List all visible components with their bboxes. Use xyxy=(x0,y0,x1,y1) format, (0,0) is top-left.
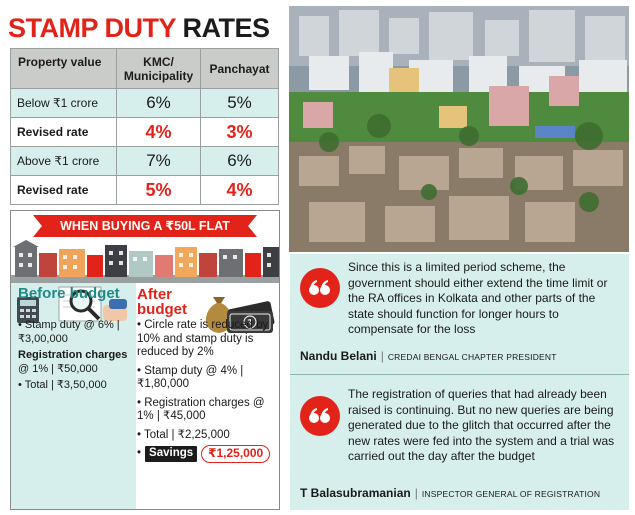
panchayat-rate: 5% xyxy=(200,88,279,118)
quote-author-name: T Balasubramanian xyxy=(300,486,411,500)
after-circle-rate: • Circle rate is reduced by 10% and stam… xyxy=(137,319,269,358)
after-budget-title: After budget xyxy=(137,286,187,318)
quote-author-name: Nandu Belani xyxy=(300,349,377,363)
flat-purchase-panel: WHEN BUYING A ₹50L FLAT xyxy=(10,210,280,510)
magnifier-icon xyxy=(58,286,127,322)
quote-icon xyxy=(300,268,340,308)
quote-author-role: INSPECTOR GENERAL OF REGISTRATION xyxy=(421,489,601,499)
before-budget-list: • Stamp duty @ 6% | ₹3,00,000 Registrati… xyxy=(18,319,134,396)
after-registration: • Registration charges @ 1% | ₹45,000 xyxy=(137,396,265,423)
flat-banner: WHEN BUYING A ₹50L FLAT xyxy=(33,215,257,237)
col-header-panchayat: Panchayat xyxy=(200,48,279,89)
kmc-rate: 5% xyxy=(116,175,201,205)
row-label: Revised rate xyxy=(10,117,117,147)
before-registration-value: @ 1% | ₹50,000 xyxy=(18,362,98,375)
panchayat-rate: 3% xyxy=(200,117,279,147)
quote-divider xyxy=(290,374,629,375)
kmc-rate: 7% xyxy=(116,146,201,176)
col-header-kmc: KMC/ Municipality xyxy=(116,48,201,89)
savings-label: Savings xyxy=(145,446,198,462)
col-header-property-value: Property value xyxy=(10,48,117,89)
before-registration: Registration charges @ 1% | ₹50,000 xyxy=(18,349,134,376)
table-header-row: Property value KMC/ Municipality Panchay… xyxy=(10,48,279,89)
table-row: Revised rate 4% 3% xyxy=(10,117,279,147)
panchayat-rate: 4% xyxy=(200,175,279,205)
city-photo xyxy=(289,6,629,252)
quote-byline-1: Nandu Belani | CREDAI BENGAL CHAPTER PRESI… xyxy=(300,349,557,363)
title-part-2: RATES xyxy=(182,13,271,43)
before-registration-head: Registration charges xyxy=(18,349,128,361)
stamp-duty-table: Property value KMC/ Municipality Panchay… xyxy=(10,48,279,205)
quote-text-1: Since this is a limited period scheme, t… xyxy=(348,260,608,336)
before-stamp-duty: • Stamp duty @ 6% | ₹3,00,000 xyxy=(18,319,120,345)
table-row: Below ₹1 crore 6% 5% xyxy=(10,88,279,118)
savings-amount: ₹1,25,000 xyxy=(201,445,271,463)
savings-row: • Savings ₹1,25,000 xyxy=(137,445,277,463)
row-label: Below ₹1 crore xyxy=(10,88,117,118)
banknote-icon: ₹ xyxy=(227,301,275,333)
table-row: Revised rate 5% 4% xyxy=(10,175,279,205)
after-budget-list: • Circle rate is reduced by 10% and stam… xyxy=(137,319,277,463)
quote-byline-2: T Balasubramanian | INSPECTOR GENERAL OF R… xyxy=(300,486,601,500)
money-bag-icon: ₹ xyxy=(206,297,275,333)
before-budget-title: Before budget xyxy=(18,285,120,302)
row-label: Above ₹1 crore xyxy=(10,146,117,176)
table-row: Above ₹1 crore 7% 6% xyxy=(10,146,279,176)
buildings-illustration xyxy=(11,240,279,283)
title-part-1: STAMP DUTY xyxy=(8,13,176,43)
after-total: • Total | ₹2,25,000 xyxy=(137,428,230,441)
rates-title: STAMP DUTY RATES xyxy=(8,10,278,46)
kmc-rate: 6% xyxy=(116,88,201,118)
quote-icon xyxy=(300,396,340,436)
calculator-icon xyxy=(17,297,39,323)
panchayat-rate: 6% xyxy=(200,146,279,176)
row-label: Revised rate xyxy=(10,175,117,205)
after-stamp-duty: • Stamp duty @ 4% | ₹1,80,000 xyxy=(137,364,244,391)
kmc-rate: 4% xyxy=(116,117,201,147)
quote-author-role: CREDAI BENGAL CHAPTER PRESIDENT xyxy=(387,352,557,362)
svg-text:₹: ₹ xyxy=(247,319,253,329)
quote-text-2: The registration of queries that had alr… xyxy=(348,387,615,463)
quotes-panel: Since this is a limited period scheme, t… xyxy=(290,254,629,510)
before-total: • Total | ₹3,50,000 xyxy=(18,379,107,391)
